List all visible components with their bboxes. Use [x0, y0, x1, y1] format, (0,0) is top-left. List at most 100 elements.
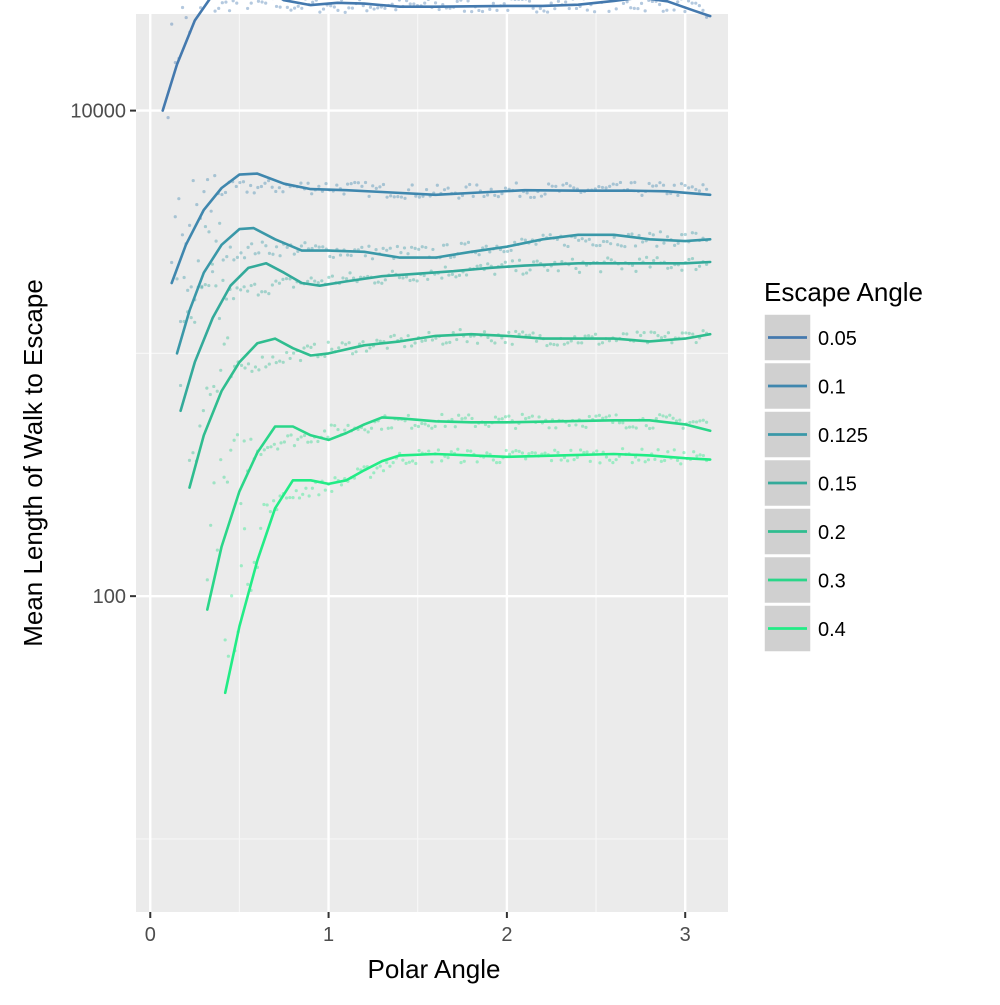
data-point — [532, 260, 535, 263]
data-point — [249, 438, 252, 441]
data-point — [679, 462, 682, 465]
data-point — [341, 341, 344, 344]
data-point — [569, 184, 572, 187]
data-point — [648, 427, 651, 430]
data-point — [200, 286, 203, 289]
data-point — [568, 424, 571, 427]
data-point — [211, 270, 214, 273]
data-point — [573, 458, 576, 461]
data-point — [217, 7, 220, 10]
data-point — [476, 342, 479, 345]
data-point — [440, 413, 443, 416]
data-point — [197, 259, 200, 262]
data-point — [368, 195, 371, 198]
data-point — [666, 450, 669, 453]
data-point — [388, 465, 391, 468]
data-point — [346, 424, 349, 427]
data-point — [198, 424, 201, 427]
data-point — [393, 334, 396, 337]
data-point — [437, 448, 440, 451]
data-point — [299, 182, 302, 185]
data-point — [608, 414, 611, 417]
data-point — [385, 461, 388, 464]
data-point — [317, 281, 320, 284]
data-point — [525, 191, 528, 194]
data-point — [228, 9, 231, 12]
data-point — [459, 461, 462, 464]
data-point — [279, 5, 282, 8]
data-point — [300, 435, 303, 438]
data-point — [373, 281, 376, 284]
data-point — [318, 246, 321, 249]
data-point — [521, 413, 524, 416]
data-point — [339, 253, 342, 256]
data-point — [266, 446, 269, 449]
data-point — [540, 195, 543, 198]
data-point — [658, 3, 661, 6]
data-point — [216, 390, 219, 393]
data-point — [253, 283, 256, 286]
data-point — [226, 336, 229, 339]
data-point — [552, 343, 555, 346]
data-point — [621, 421, 624, 424]
data-point — [524, 457, 527, 460]
data-point — [572, 186, 575, 189]
data-point — [507, 331, 510, 334]
data-point — [243, 527, 246, 530]
data-point — [535, 340, 538, 343]
data-point — [220, 193, 223, 196]
data-point — [678, 419, 681, 422]
data-point — [497, 418, 500, 421]
data-point — [683, 10, 686, 13]
data-point — [239, 251, 242, 254]
data-point — [309, 346, 312, 349]
data-point — [514, 427, 517, 430]
data-point — [297, 5, 300, 8]
data-point — [209, 393, 212, 396]
data-point — [272, 499, 275, 502]
data-point — [521, 0, 524, 1]
data-point — [195, 203, 198, 206]
data-point — [348, 341, 351, 344]
data-point — [246, 246, 249, 249]
data-point — [340, 483, 343, 486]
data-point — [256, 186, 259, 189]
data-point — [235, 1, 238, 4]
data-point — [698, 4, 701, 7]
data-point — [382, 469, 385, 472]
data-point — [633, 181, 636, 184]
data-point — [472, 195, 475, 198]
data-point — [486, 262, 489, 265]
data-point — [643, 331, 646, 334]
data-point — [271, 355, 274, 358]
data-point — [318, 11, 321, 14]
data-point — [240, 564, 243, 567]
data-point — [403, 197, 406, 200]
data-point — [556, 451, 559, 454]
data-point — [351, 7, 354, 10]
data-point — [514, 269, 517, 272]
data-point — [306, 441, 309, 444]
data-point — [470, 417, 473, 420]
data-point — [264, 244, 267, 247]
data-point — [608, 459, 611, 462]
data-point — [336, 428, 339, 431]
data-point — [327, 341, 330, 344]
data-point — [207, 284, 210, 287]
data-point — [514, 449, 517, 452]
data-point — [250, 242, 253, 245]
data-point — [452, 331, 455, 334]
data-point — [393, 195, 396, 198]
data-point — [336, 9, 339, 12]
data-point — [502, 250, 505, 253]
data-point — [557, 269, 560, 272]
data-point — [322, 7, 325, 10]
data-point — [221, 1, 224, 4]
data-point — [274, 190, 277, 193]
data-point — [219, 369, 222, 372]
data-point — [538, 334, 541, 337]
data-point — [581, 237, 584, 240]
data-point — [398, 0, 401, 2]
data-point — [701, 9, 704, 12]
data-point — [245, 191, 248, 194]
